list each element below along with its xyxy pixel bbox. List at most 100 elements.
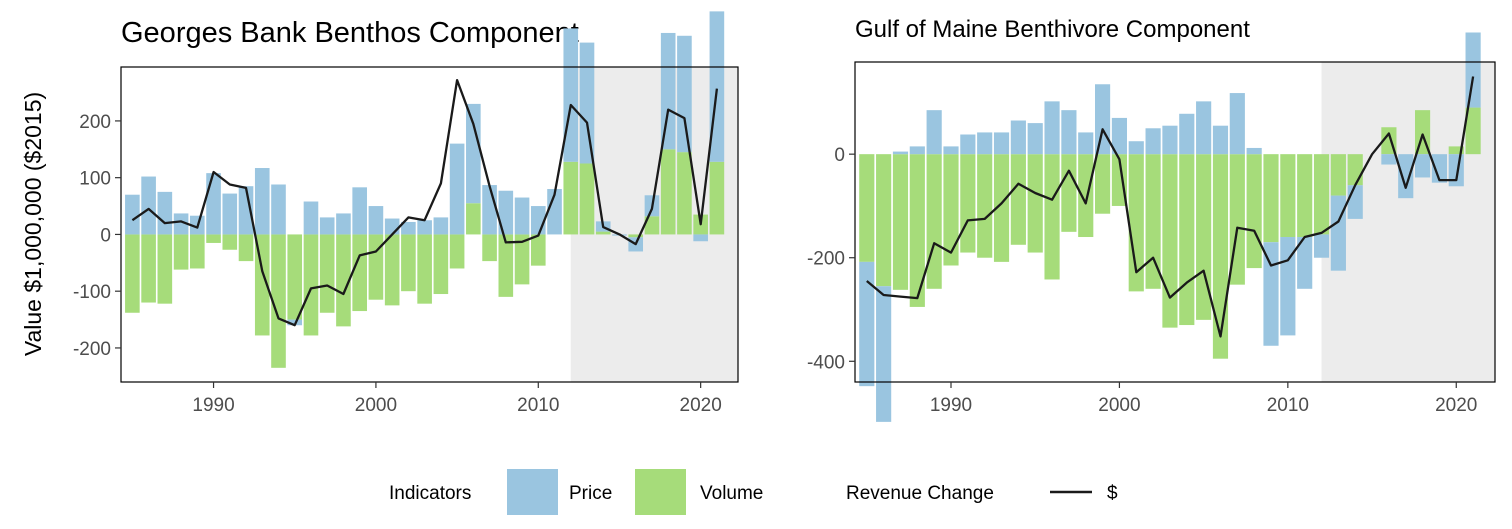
chart1-bar-volume-2017 [644,216,660,235]
chart2-bar-volume-2012 [1313,154,1330,235]
chart1-bar-volume-1986 [141,234,156,303]
chart1-bar-price-1996 [303,201,319,235]
legend-title: Indicators [389,483,471,504]
chart2-title: Gulf of Maine Benthivore Component [855,16,1250,43]
chart1-ytick-label--100: -100 [73,282,111,303]
chart1-xtick-label-2010: 2010 [517,395,559,416]
chart1-bar-price-1988 [173,213,189,235]
chart2-bar-volume-1988 [909,154,925,307]
chart1-bar-price-2007 [482,185,497,235]
chart1-bar-volume-1994 [271,234,286,368]
chart2-bar-price-1992 [977,132,993,155]
chart1-ytick-label-0: 0 [100,225,111,246]
chart2-frame [854,61,1496,383]
chart2-bar-price-2008 [1246,147,1262,155]
chart1-bar-volume-2003 [417,234,432,304]
legend-volume-label: Volume [700,483,763,504]
y-axis-label: Value $1,000,000 ($2015) [20,92,46,356]
chart2-panel: 1990 2000 2010 2020 -400 -200 0 [807,32,1496,422]
chart2-bar-volume-1985 [859,154,875,262]
chart1-bar-price-2009 [514,197,530,235]
chart2-bar-price-2013 [1330,195,1346,271]
chart2-bar-price-2002 [1145,128,1161,155]
chart2-bar-price-1991 [960,134,976,155]
chart2-bar-price-2016 [1381,154,1397,165]
chart1-bar-price-1992 [238,186,254,235]
chart1-bar-volume-1985 [125,234,140,313]
legend-price-label: Price [569,483,612,504]
chart2-bar-volume-2008 [1246,154,1262,269]
chart1-bar-price-2020 [693,234,708,242]
chart2-bar-price-2018 [1415,154,1431,178]
chart1-bar-volume-2001 [384,234,400,306]
chart2-bar-price-1995 [1027,123,1043,155]
chart2-bar-price-1988 [909,146,925,155]
chart2-bar-volume-2021 [1465,107,1481,155]
chart2-bar-volume-1997 [1061,154,1077,232]
chart1-bar-price-2013 [579,42,595,164]
chart1-bar-price-1990 [206,173,221,235]
chart2-ytick-label--400: -400 [807,352,845,373]
chart2-bar-price-2000 [1111,117,1127,155]
chart1-bar-volume-1995 [287,234,303,320]
chart1-bar-volume-2021 [709,161,725,235]
chart2-bar-price-1990 [943,146,959,155]
chart1-bar-volume-1993 [254,234,270,336]
legend: Indicators Price Volume Revenue Change $ [389,469,1118,515]
chart1-bar-volume-1988 [173,234,189,270]
chart2-bar-volume-2020 [1448,146,1464,155]
chart1-xtick-label-2000: 2000 [355,395,397,416]
chart1-bar-volume-2004 [433,234,449,295]
chart2-bar-price-2021 [1465,32,1481,108]
chart1-bar-volume-2012 [563,161,579,235]
chart1-bar-volume-2019 [677,152,692,235]
chart2-bar-volume-2009 [1263,154,1279,243]
chart2-bar-price-2011 [1297,237,1313,289]
chart2-bar-price-2007 [1229,93,1245,155]
chart1-bar-volume-1999 [352,234,367,312]
chart2-bar-price-2006 [1212,125,1229,155]
chart2-bar-price-1996 [1044,101,1060,155]
chart1-bar-price-2012 [563,28,579,162]
chart2-bar-price-2003 [1162,125,1178,155]
chart2-bar-price-1997 [1061,110,1077,155]
chart2-bar-volume-2011 [1297,154,1313,238]
chart2-bar-volume-1993 [993,154,1010,262]
chart1-bar-volume-2000 [368,234,384,300]
chart1-bar-volume-1992 [238,234,254,262]
chart1-bar-price-1998 [336,213,351,235]
chart2-bar-volume-1998 [1078,154,1094,238]
chart1-ytick-label--200: -200 [73,339,111,360]
chart2-bar-volume-1996 [1044,154,1060,280]
chart1-bar-price-1991 [222,193,238,235]
chart2-bar-price-1993 [993,132,1010,155]
chart2-xtick-label-2020: 2020 [1435,395,1477,416]
chart2-bar-price-2019 [1431,154,1447,183]
chart1-bar-price-1986 [141,176,156,235]
chart1-bar-volume-1998 [336,234,351,327]
chart2-bar-price-1994 [1010,120,1026,155]
chart1-bar-price-1997 [319,217,335,235]
chart1-bar-price-2000 [368,206,384,235]
chart1-title: Georges Bank Benthos Component [121,17,579,49]
chart2-bar-price-1985 [859,261,875,387]
chart1-bar-price-2001 [384,218,400,235]
chart2-bar-price-2005 [1196,101,1212,155]
chart2-bar-volume-1999 [1095,154,1111,214]
chart2-bar-volume-1987 [892,154,909,290]
chart2-bar-price-1989 [926,110,942,155]
chart2-xtick-label-2010: 2010 [1267,395,1309,416]
chart1-bar-price-2006 [466,103,481,204]
chart2-bar-price-2012 [1313,234,1330,258]
chart1-bar-price-2011 [547,189,562,235]
chart2-ytick-label-0: 0 [834,145,845,166]
chart2-bar-price-2017 [1398,154,1414,199]
chart1-bar-volume-2008 [498,234,514,297]
chart1-bar-price-2008 [498,190,514,235]
chart2-bar-volume-1990 [943,154,959,266]
chart2-bar-volume-2013 [1330,154,1346,196]
chart1-bar-price-1994 [271,184,286,235]
chart1-bar-volume-2010 [530,234,546,266]
chart2-bar-volume-1995 [1027,154,1043,253]
chart1-bar-volume-2002 [401,234,416,292]
